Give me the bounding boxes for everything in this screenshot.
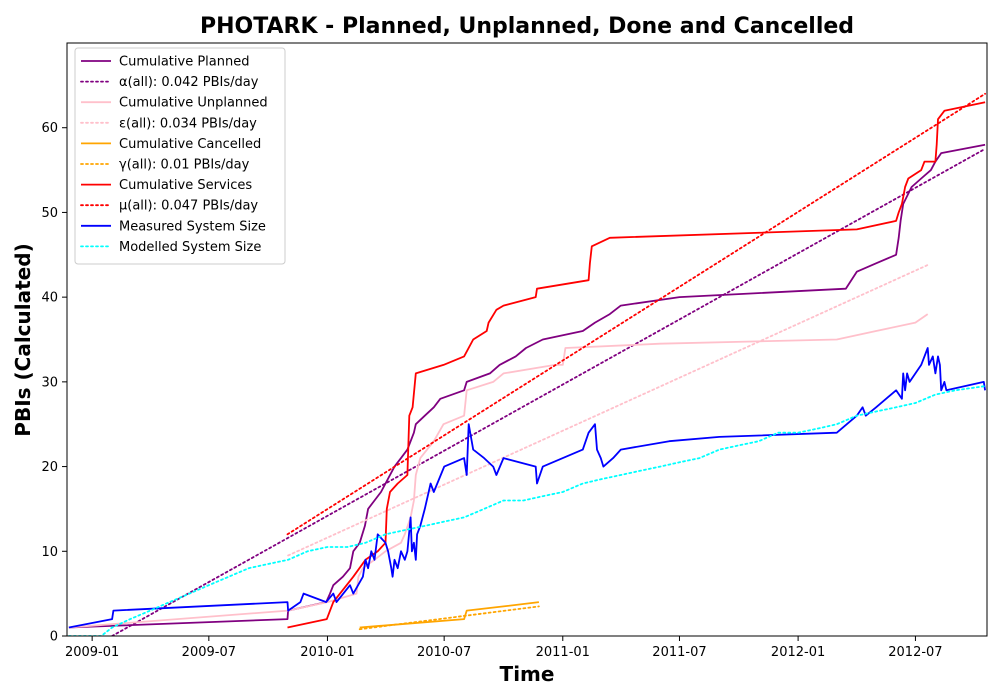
y-tick-label: 60	[41, 121, 58, 136]
y-tick-label: 50	[41, 206, 58, 221]
legend-label-5: γ(all): 0.01 PBIs/day	[119, 158, 250, 173]
axes: 2009-01 2009-07 2010-01 2010-07 2011-01 2011-…	[41, 42, 988, 660]
x-axis-label: Time	[500, 662, 555, 686]
legend: Cumulative Planned α(all): 0.042 PBIs/day…	[74, 47, 286, 265]
y-tick-label: 30	[41, 375, 58, 390]
series-line-0	[68, 143, 986, 629]
y-tick-label: 0	[50, 630, 58, 645]
plot-area	[68, 92, 986, 636]
x-tick-label: 2009-01	[65, 645, 119, 660]
x-tick-label: 2010-07	[417, 645, 471, 660]
chart-title: PHOTARK - Planned, Unplanned, Done and C…	[200, 14, 854, 39]
legend-label-1: α(all): 0.042 PBIs/day	[119, 75, 259, 90]
legend-label-3: ε(all): 0.034 PBIs/day	[119, 116, 257, 131]
series-line-8	[68, 347, 986, 629]
x-tick-label: 2011-07	[652, 645, 706, 660]
legend-label-9: Modelled System Size	[119, 240, 261, 255]
series-line-9	[68, 385, 986, 636]
plot-frame	[66, 42, 988, 637]
y-tick-label: 10	[41, 545, 58, 560]
legend-label-0: Cumulative Planned	[119, 55, 249, 70]
series-line-3	[287, 264, 929, 557]
x-tick-label: 2011-01	[536, 645, 590, 660]
legend-label-7: μ(all): 0.047 PBIs/day	[119, 199, 258, 214]
series-line-4	[359, 601, 540, 629]
series-line-6	[287, 101, 986, 629]
series-line-1	[111, 147, 986, 636]
x-tick-label: 2012-01	[771, 645, 825, 660]
legend-label-8: Measured System Size	[119, 219, 266, 234]
x-tick-label: 2010-01	[300, 645, 354, 660]
legend-label-6: Cumulative Services	[119, 178, 252, 193]
series-line-2	[68, 313, 929, 629]
x-tick-label: 2009-07	[182, 645, 236, 660]
legend-box	[74, 47, 286, 265]
legend-label-2: Cumulative Unplanned	[119, 96, 268, 111]
y-axis-label: PBIs (Calculated)	[11, 243, 35, 436]
y-tick-label: 20	[41, 460, 58, 475]
series-line-7	[286, 92, 986, 536]
series-line-5	[358, 605, 540, 631]
x-tick-label: 2012-07	[888, 645, 942, 660]
y-tick-label: 40	[41, 291, 58, 306]
legend-label-4: Cumulative Cancelled	[119, 137, 261, 152]
